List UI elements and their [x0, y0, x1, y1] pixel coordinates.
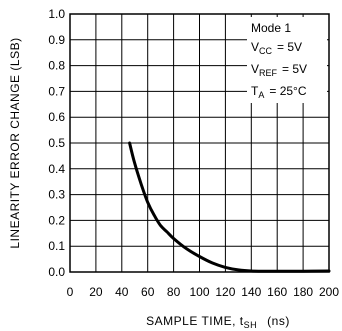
- y-axis-label: LINEARITY ERROR CHANGE (LSB): [8, 37, 22, 248]
- x-tick-label: 60: [141, 285, 155, 299]
- annotation-ta: TA = 25°C: [251, 84, 307, 100]
- y-tick-label: 0.6: [48, 110, 65, 124]
- annotation-vcc: VCC = 5V: [251, 40, 302, 56]
- y-tick-labels: 0.0 0.1 0.2 0.3 0.4 0.5 0.6 0.7 0.8 0.9 1.0: [48, 7, 65, 279]
- y-tick-label: 0.2: [48, 213, 65, 227]
- series-line: [128, 141, 331, 273]
- x-tick-label: 160: [267, 285, 287, 299]
- x-tick-label: 40: [115, 285, 129, 299]
- x-tick-label: 80: [167, 285, 181, 299]
- x-tick-label: 200: [319, 285, 339, 299]
- x-tick-label: 0: [67, 285, 74, 299]
- x-tick-label: 100: [189, 285, 209, 299]
- x-tick-label: 20: [89, 285, 103, 299]
- x-tick-label: 140: [241, 285, 261, 299]
- y-tick-label: 0.0: [48, 265, 65, 279]
- y-tick-label: 0.4: [48, 162, 65, 176]
- annotation-mode: Mode 1: [251, 21, 291, 35]
- y-tick-label: 0.7: [48, 84, 65, 98]
- x-tick-labels: 0 20 40 60 80 100 120 140 160 180 200: [67, 285, 340, 299]
- y-tick-label: 0.3: [48, 188, 65, 202]
- y-tick-label: 1.0: [48, 7, 65, 21]
- x-tick-label: 180: [293, 285, 313, 299]
- y-tick-label: 0.5: [48, 136, 65, 150]
- y-tick-label: 0.9: [48, 33, 65, 47]
- annotation-vref: VREF = 5V: [251, 62, 307, 78]
- y-tick-label: 0.8: [48, 59, 65, 73]
- x-tick-label: 120: [215, 285, 235, 299]
- annotation-background: [247, 17, 327, 103]
- annotation-box: Mode 1 VCC = 5V VREF = 5V TA = 25°C: [247, 17, 327, 103]
- y-tick-label: 0.1: [48, 239, 65, 253]
- plot-frame: [69, 13, 330, 273]
- x-axis-label: SAMPLE TIME, tSH (ns): [146, 314, 290, 330]
